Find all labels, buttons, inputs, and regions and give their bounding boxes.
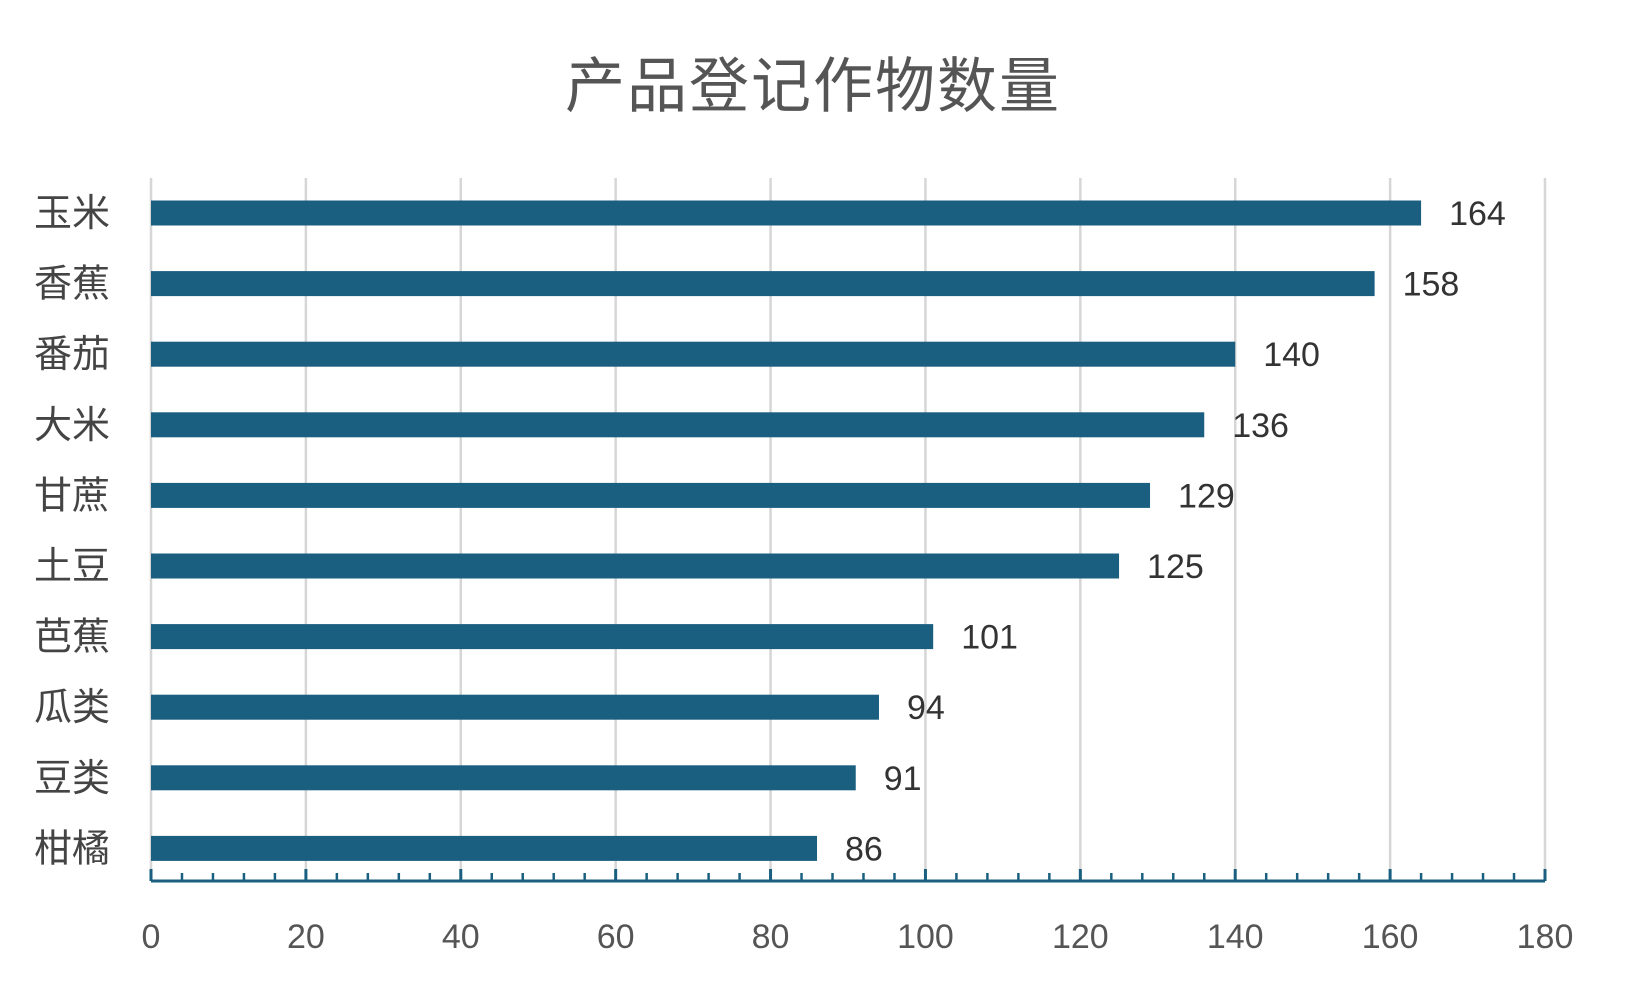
category-label: 香蕉 bbox=[34, 262, 110, 306]
category-label: 大米 bbox=[34, 403, 110, 447]
data-label: 140 bbox=[1263, 336, 1320, 374]
category-label: 豆类 bbox=[34, 756, 110, 800]
bar-大米 bbox=[151, 412, 1205, 438]
category-label: 番茄 bbox=[34, 332, 110, 376]
bar-土豆 bbox=[151, 553, 1120, 579]
data-label: 164 bbox=[1449, 195, 1506, 233]
bar-柑橘 bbox=[151, 835, 818, 861]
x-tick-label: 180 bbox=[1517, 918, 1574, 956]
category-label: 瓜类 bbox=[34, 685, 110, 729]
data-label: 94 bbox=[907, 689, 945, 727]
data-label: 86 bbox=[845, 830, 883, 868]
category-label: 芭蕉 bbox=[34, 615, 110, 659]
data-label: 158 bbox=[1403, 266, 1460, 304]
data-label: 136 bbox=[1232, 407, 1289, 445]
x-tick-label: 20 bbox=[287, 918, 325, 956]
x-tick-label: 160 bbox=[1362, 918, 1419, 956]
bar-豆类 bbox=[151, 765, 856, 791]
chart-title: 产品登记作物数量 bbox=[565, 52, 1061, 122]
x-tick-label: 40 bbox=[442, 918, 480, 956]
category-label: 甘蔗 bbox=[34, 473, 110, 517]
bar-甘蔗 bbox=[151, 482, 1151, 508]
data-label: 125 bbox=[1147, 548, 1204, 586]
x-tick-label: 140 bbox=[1207, 918, 1264, 956]
x-tick-label: 120 bbox=[1052, 918, 1109, 956]
category-label: 柑橘 bbox=[34, 826, 110, 870]
data-label: 91 bbox=[884, 760, 922, 798]
x-tick-label: 100 bbox=[897, 918, 954, 956]
bar-芭蕉 bbox=[151, 624, 934, 650]
category-label: 土豆 bbox=[34, 544, 110, 588]
data-label: 101 bbox=[961, 619, 1018, 657]
x-tick-label: 0 bbox=[142, 918, 161, 956]
data-label: 129 bbox=[1178, 477, 1235, 515]
bar-香蕉 bbox=[151, 271, 1375, 297]
bar-玉米 bbox=[151, 200, 1422, 226]
bar-番茄 bbox=[151, 341, 1236, 367]
x-tick-label: 80 bbox=[752, 918, 790, 956]
x-tick-label: 60 bbox=[597, 918, 635, 956]
bar-瓜类 bbox=[151, 694, 879, 720]
category-label: 玉米 bbox=[34, 191, 110, 235]
